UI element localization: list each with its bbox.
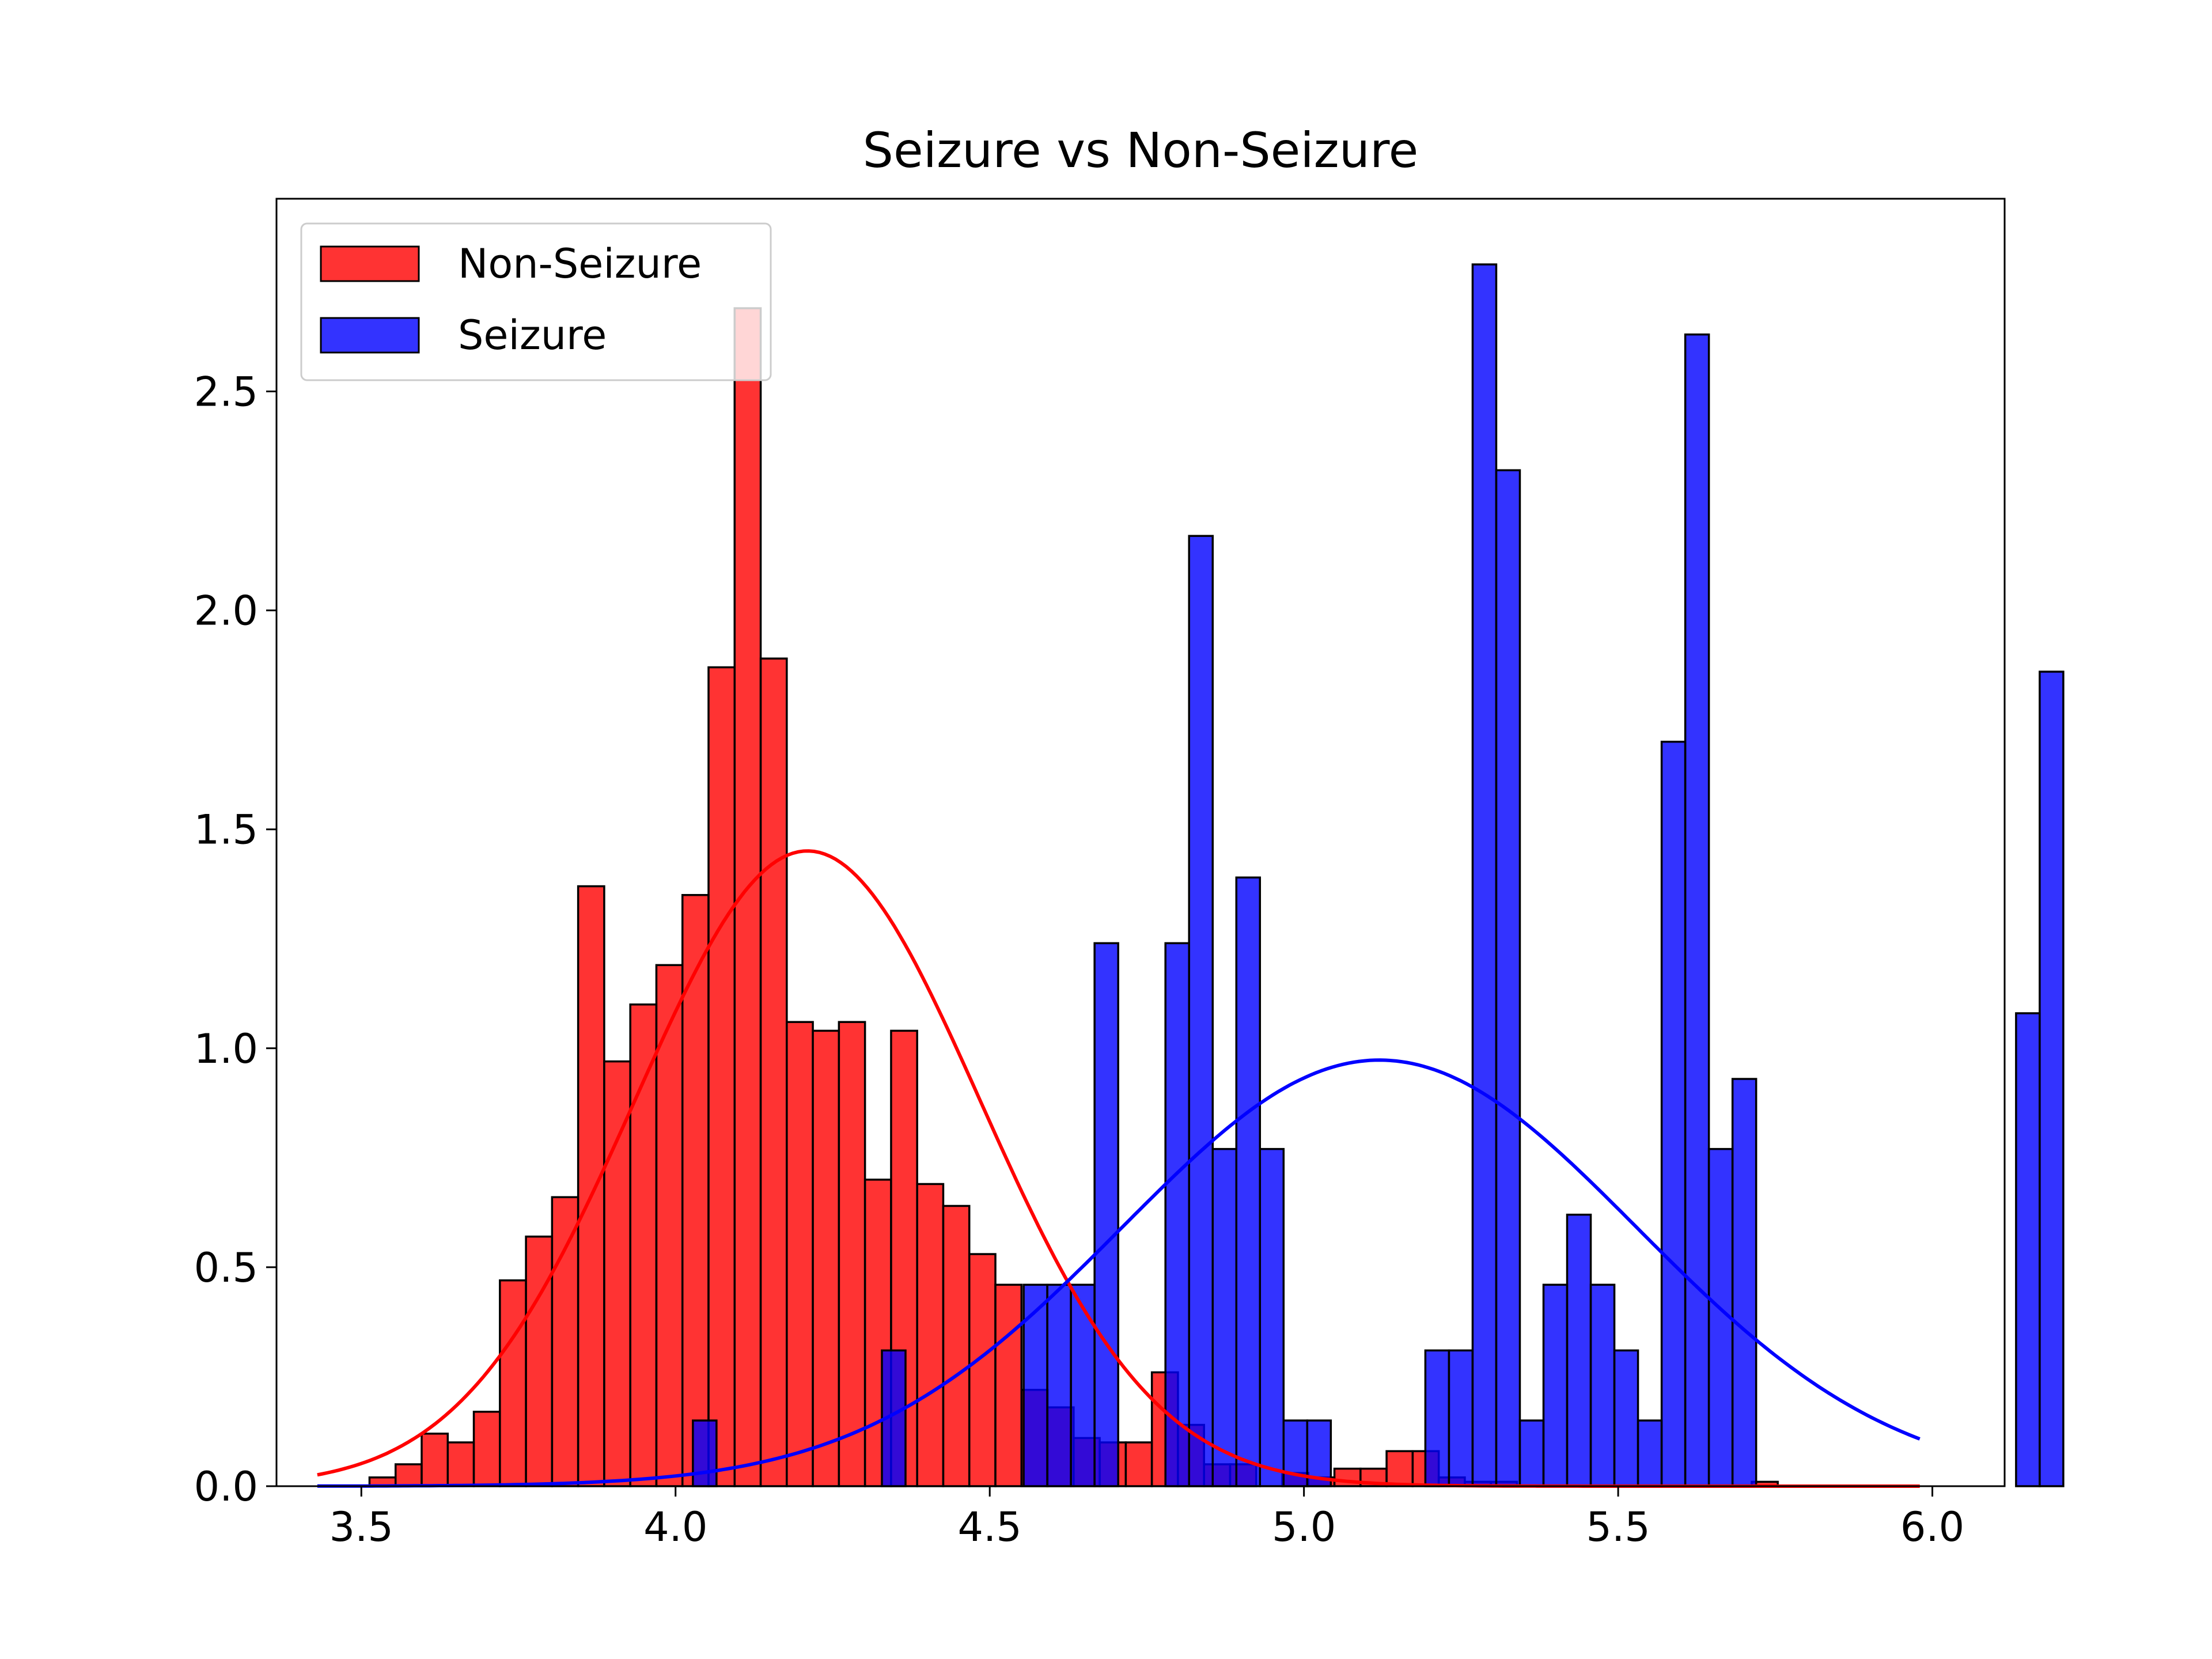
bar-seizure-24 — [1235, 876, 1262, 1487]
chart-title: Seizure vs Non-Seizure — [863, 122, 1419, 179]
y-tick-label: 1.5 — [194, 806, 258, 854]
bar-non-seizure-5 — [446, 1441, 475, 1487]
bar-seizure-36 — [1518, 1419, 1545, 1487]
bar-non-seizure-25 — [968, 1253, 997, 1487]
x-tick-label: 5.5 — [1586, 1503, 1650, 1551]
x-tick-label: 6.0 — [1900, 1503, 1964, 1551]
x-tick-label: 4.0 — [643, 1503, 707, 1551]
bar-non-seizure-17 — [759, 657, 788, 1487]
bar-seizure-15 — [1022, 1283, 1048, 1487]
legend-label-seizure: Seizure — [458, 312, 607, 359]
bar-seizure-42 — [1660, 740, 1687, 1487]
bar-seizure-16 — [1046, 1283, 1072, 1487]
axes-frame — [275, 198, 2006, 1487]
fit-curve-seizure — [317, 1058, 1921, 1488]
bar-seizure-22 — [1188, 535, 1214, 1487]
bar-non-seizure-31 — [1124, 1441, 1153, 1487]
y-tick-label: 0.0 — [194, 1463, 258, 1510]
bar-non-seizure-8 — [525, 1235, 554, 1487]
bar-seizure-32 — [1424, 1349, 1450, 1487]
bar-seizure-27 — [1306, 1419, 1332, 1487]
bar-non-seizure-14 — [681, 893, 710, 1487]
bar-seizure-21 — [1164, 942, 1190, 1487]
bar-non-seizure-41 — [1385, 1450, 1414, 1487]
x-axis-ticks: 3.5 4.0 4.5 5.0 5.5 6.0 — [329, 1486, 1964, 1551]
bar-non-seizure-19 — [812, 1029, 840, 1487]
bar-seizure-33 — [1448, 1349, 1474, 1487]
bar-non-seizure-15 — [707, 666, 736, 1487]
bar-seizure-37 — [1542, 1283, 1569, 1487]
bar-seizure-38 — [1566, 1213, 1592, 1487]
bar-non-seizure-18 — [786, 1021, 814, 1487]
bar-seizure-58 — [2039, 671, 2065, 1487]
bar-seizure-1 — [692, 1419, 718, 1487]
bar-non-seizure-10 — [577, 885, 605, 1487]
x-tick-label: 3.5 — [329, 1503, 393, 1551]
bar-seizure-18 — [1093, 942, 1119, 1487]
bar-non-seizure-24 — [942, 1205, 971, 1487]
legend-label-non-seizure: Non-Seizure — [458, 240, 702, 287]
bar-non-seizure-3 — [394, 1463, 423, 1487]
bar-non-seizure-6 — [472, 1411, 501, 1487]
bar-non-seizure-26 — [994, 1283, 1023, 1487]
y-tick-label: 1.0 — [194, 1025, 258, 1073]
y-tick-label: 0.5 — [194, 1244, 258, 1291]
bar-seizure-35 — [1495, 469, 1521, 1487]
bar-non-seizure-9 — [551, 1196, 579, 1487]
bar-non-seizure-7 — [499, 1279, 527, 1487]
bar-seizure-57 — [2015, 1012, 2041, 1487]
bar-non-seizure-4 — [421, 1433, 449, 1487]
bar-seizure-34 — [1471, 263, 1498, 1487]
bar-seizure-23 — [1211, 1147, 1238, 1487]
bar-seizure-41 — [1637, 1419, 1663, 1487]
legend: Non-Seizure Seizure — [300, 222, 772, 381]
bar-seizure-17 — [1070, 1283, 1096, 1487]
bar-non-seizure-20 — [838, 1021, 866, 1487]
bar-seizure-40 — [1613, 1349, 1639, 1487]
y-tick-label: 2.0 — [194, 588, 258, 635]
bar-seizure-43 — [1684, 333, 1710, 1487]
y-axis-ticks: 0.0 0.5 1.0 1.5 2.0 2.5 — [194, 368, 276, 1510]
bar-non-seizure-12 — [629, 1003, 658, 1487]
bar-seizure-25 — [1259, 1147, 1285, 1487]
bar-non-seizure-11 — [603, 1060, 631, 1487]
bar-non-seizure-23 — [916, 1183, 945, 1487]
bar-seizure-39 — [1589, 1283, 1616, 1487]
bar-seizure-45 — [1731, 1078, 1758, 1487]
x-tick-label: 5.0 — [1272, 1503, 1336, 1551]
legend-swatch-non-seizure — [320, 245, 420, 282]
y-tick-label: 2.5 — [194, 368, 258, 415]
legend-swatch-seizure — [320, 317, 420, 354]
x-tick-label: 4.5 — [958, 1503, 1022, 1551]
